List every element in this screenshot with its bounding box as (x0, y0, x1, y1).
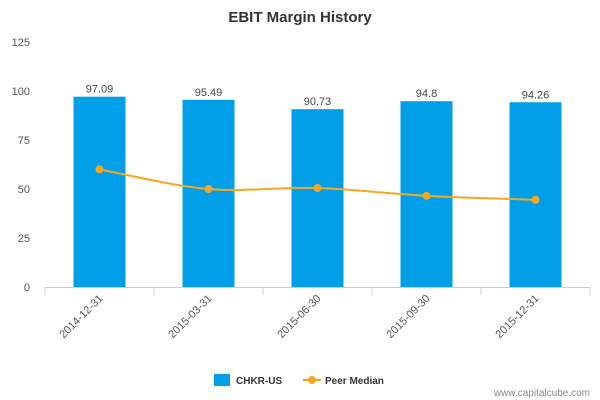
bar-data-label: 94.26 (522, 89, 550, 101)
peer-median-point (95, 165, 104, 174)
bar-data-label: 90.73 (304, 96, 332, 108)
x-axis: 2014-12-31 2015-03-31 2015-06-30 2015-09-30… (44, 287, 591, 341)
bar (73, 96, 126, 287)
bar-data-labels: 97.09 95.49 90.73 94.8 94.26 (86, 84, 550, 108)
legend-swatch-peer-median-dot (308, 376, 316, 384)
bar (291, 109, 344, 288)
bar-data-label: 94.8 (416, 88, 437, 100)
credit-text: www.capitalcube.com (493, 388, 590, 399)
bar (509, 102, 562, 287)
y-tick-label: 75 (18, 135, 30, 147)
peer-median-point (204, 185, 213, 193)
bar-series (73, 96, 562, 288)
peer-median-point (531, 195, 540, 204)
peer-median-point (422, 191, 431, 200)
x-tick-label: 2014-12-31 (57, 293, 105, 341)
legend-label-peer-median: Peer Median (325, 376, 384, 387)
bar (182, 99, 235, 287)
x-tick-label: 2015-12-31 (493, 293, 541, 341)
legend-swatch-chkr-us (214, 374, 230, 386)
bar-data-label: 95.49 (195, 87, 223, 99)
x-tick-label: 2015-09-30 (384, 293, 432, 341)
y-tick-label: 50 (18, 184, 30, 196)
peer-median-point (313, 184, 322, 193)
y-tick-label: 0 (24, 282, 30, 294)
bar-data-label: 97.09 (86, 84, 114, 96)
y-axis: 0 25 50 75 100 125 (12, 37, 30, 294)
x-tick-label: 2015-03-31 (166, 293, 214, 341)
legend: CHKR-US Peer Median (214, 374, 384, 387)
y-tick-label: 25 (18, 233, 30, 245)
chart-title: EBIT Margin History (228, 9, 372, 26)
x-tick-label: 2015-06-30 (275, 293, 323, 341)
y-tick-label: 125 (12, 37, 30, 49)
y-tick-label: 100 (12, 86, 30, 98)
legend-label-chkr-us: CHKR-US (236, 376, 282, 387)
peer-median-points (95, 165, 540, 204)
